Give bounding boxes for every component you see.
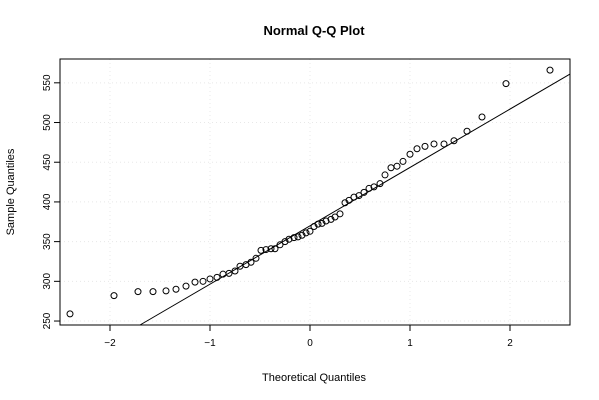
y-tick-label: 500 — [42, 114, 53, 131]
data-point — [360, 188, 368, 196]
y-tick-label: 450 — [42, 153, 53, 170]
data-point — [149, 288, 157, 296]
data-point — [110, 292, 118, 300]
plot-frame — [59, 58, 571, 326]
data-point — [191, 278, 199, 286]
data-point — [450, 137, 458, 145]
y-tick-label: 350 — [42, 233, 53, 250]
data-point — [262, 246, 270, 254]
data-point — [331, 213, 339, 221]
chart-title: Normal Q-Q Plot — [263, 23, 365, 38]
data-point — [370, 183, 378, 191]
data-point — [290, 234, 298, 242]
data-point — [421, 142, 429, 150]
data-point — [314, 220, 322, 228]
data-point — [345, 196, 353, 204]
data-point — [393, 162, 401, 170]
x-tick-label: 0 — [307, 338, 313, 349]
data-point — [162, 287, 170, 295]
data-point — [478, 113, 486, 121]
data-point — [355, 192, 363, 200]
data-point — [306, 227, 314, 235]
y-tick-label: 400 — [42, 193, 53, 210]
data-point — [225, 269, 233, 277]
data-point — [247, 258, 255, 266]
data-point — [336, 210, 344, 218]
data-point — [350, 193, 358, 201]
data-point — [322, 217, 330, 225]
x-tick-label: −2 — [104, 338, 116, 349]
data-point — [430, 140, 438, 148]
x-tick-label: −1 — [204, 338, 216, 349]
data-point — [502, 80, 510, 88]
data-point — [406, 150, 414, 158]
data-points — [66, 66, 554, 318]
x-axis-label: Theoretical Quantiles — [262, 372, 366, 384]
data-point — [302, 229, 310, 237]
grid-lines — [60, 59, 570, 325]
data-point — [276, 241, 284, 249]
x-tick-label: 1 — [407, 338, 413, 349]
data-point — [365, 184, 373, 192]
data-point — [399, 157, 407, 165]
data-point — [213, 273, 221, 281]
y-axis-label: Sample Quantiles — [5, 148, 17, 235]
data-point — [182, 282, 190, 290]
y-tick-label: 300 — [42, 273, 53, 290]
data-point — [199, 277, 207, 285]
data-point — [231, 267, 239, 275]
data-point — [294, 233, 302, 241]
data-point — [271, 245, 279, 253]
data-point — [387, 164, 395, 172]
data-point — [463, 127, 471, 135]
data-point — [381, 171, 389, 179]
data-point — [267, 245, 275, 253]
data-point — [134, 288, 142, 296]
data-point — [206, 275, 214, 283]
y-tick-label: 550 — [42, 74, 53, 91]
data-point — [440, 140, 448, 148]
data-point — [285, 235, 293, 243]
data-point — [376, 180, 384, 188]
data-point — [172, 285, 180, 293]
data-point — [66, 310, 74, 318]
data-point — [413, 145, 421, 153]
data-point — [252, 254, 260, 262]
y-tick-label: 250 — [42, 312, 53, 329]
x-tick-label: 2 — [507, 338, 513, 349]
data-point — [257, 246, 265, 254]
axes: −2 −1 0 1 2 250 300 350 400 450 500 550 — [42, 74, 513, 349]
data-point — [546, 66, 554, 74]
